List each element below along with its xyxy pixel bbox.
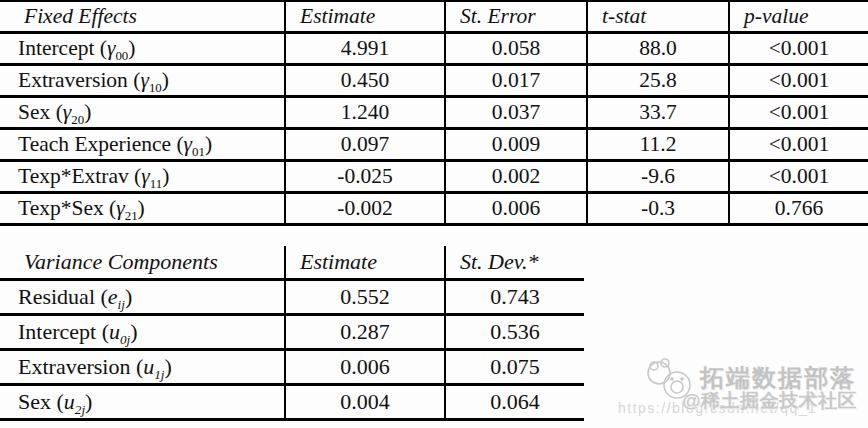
header-estimate-2: Estimate [285, 246, 445, 280]
header-t-stat: t-stat [587, 1, 729, 33]
header-fixed-effects: Fixed Effects [0, 1, 285, 33]
st-error-cell: 0.009 [445, 129, 587, 161]
t-stat-cell: 88.0 [587, 33, 729, 65]
row-label: Extraversion (γ10) [0, 65, 285, 97]
estimate-cell: -0.002 [285, 193, 445, 225]
p-value-cell: <0.001 [729, 65, 868, 97]
st-error-cell: 0.058 [445, 33, 587, 65]
estimate-cell: 1.240 [285, 97, 445, 129]
estimate-cell: -0.025 [285, 161, 445, 193]
st-dev-cell: 0.743 [445, 280, 584, 315]
table-row: Texp*Sex (γ21) -0.002 0.006 -0.3 0.766 [0, 193, 868, 225]
st-dev-cell: 0.075 [445, 350, 584, 385]
p-value-cell: <0.001 [729, 161, 868, 193]
t-stat-cell: 33.7 [587, 97, 729, 129]
gamma-symbol: γ [140, 68, 148, 92]
gamma-symbol: γ [141, 164, 149, 188]
row-label: Extraversion (u1j) [0, 350, 285, 385]
gamma-symbol: γ [116, 196, 124, 220]
t-stat-cell: -0.3 [587, 193, 729, 225]
table-row: Texp*Extrav (γ11) -0.025 0.002 -9.6 <0.0… [0, 161, 868, 193]
header-variance-components: Variance Components [0, 246, 285, 280]
row-label: Residual (eij) [0, 280, 285, 315]
estimate-cell: 4.991 [285, 33, 445, 65]
header-st-dev: St. Dev.* [445, 246, 584, 280]
fixed-effects-table: Fixed Effects Estimate St. Error t-stat … [0, 0, 868, 226]
table-row: Extraversion (γ10) 0.450 0.017 25.8 <0.0… [0, 65, 868, 97]
p-value-cell: 0.766 [729, 193, 868, 225]
table-row: Intercept (γ00) 4.991 0.058 88.0 <0.001 [0, 33, 868, 65]
table-row: Intercept (u0j) 0.287 0.536 [0, 315, 584, 350]
header-st-error: St. Error [445, 1, 587, 33]
fixed-effects-header-row: Fixed Effects Estimate St. Error t-stat … [0, 1, 868, 33]
header-p-value: p-value [729, 1, 868, 33]
st-error-cell: 0.037 [445, 97, 587, 129]
table-row: Residual (eij) 0.552 0.743 [0, 280, 584, 315]
row-label: Sex (u2j) [0, 385, 285, 420]
st-error-cell: 0.006 [445, 193, 587, 225]
row-label: Texp*Sex (γ21) [0, 193, 285, 225]
gamma-symbol: γ [63, 100, 71, 124]
estimate-cell: 0.097 [285, 129, 445, 161]
watermark: https://blog.csdn.net/qq_1 拓端数据部落 @稀土掘金技… [616, 350, 868, 428]
p-value-cell: <0.001 [729, 97, 868, 129]
variance-components-table: Variance Components Estimate St. Dev.* R… [0, 246, 584, 421]
watermark-community-text: @稀土掘金技术社区 [682, 388, 857, 414]
st-dev-cell: 0.064 [445, 385, 584, 420]
row-label: Intercept (u0j) [0, 315, 285, 350]
table-screenshot: Fixed Effects Estimate St. Error t-stat … [0, 0, 868, 428]
table-row: Teach Experience (γ01) 0.097 0.009 11.2 … [0, 129, 868, 161]
residual-symbol: e [108, 284, 118, 309]
gamma-symbol: γ [184, 132, 192, 156]
estimate-cell: 0.450 [285, 65, 445, 97]
row-label: Sex (γ20) [0, 97, 285, 129]
t-stat-cell: -9.6 [587, 161, 729, 193]
estimate-cell: 0.552 [285, 280, 445, 315]
header-estimate: Estimate [285, 1, 445, 33]
row-label: Intercept (γ00) [0, 33, 285, 65]
table-row: Sex (u2j) 0.004 0.064 [0, 385, 584, 420]
estimate-cell: 0.006 [285, 350, 445, 385]
table-row: Extraversion (u1j) 0.006 0.075 [0, 350, 584, 385]
st-dev-cell: 0.536 [445, 315, 584, 350]
p-value-cell: <0.001 [729, 129, 868, 161]
t-stat-cell: 11.2 [587, 129, 729, 161]
row-label: Texp*Extrav (γ11) [0, 161, 285, 193]
u-symbol: u [64, 389, 75, 414]
estimate-cell: 0.287 [285, 315, 445, 350]
variance-header-row: Variance Components Estimate St. Dev.* [0, 246, 584, 280]
row-label: Teach Experience (γ01) [0, 129, 285, 161]
p-value-cell: <0.001 [729, 33, 868, 65]
t-stat-cell: 25.8 [587, 65, 729, 97]
u-symbol: u [143, 354, 154, 379]
table-row: Sex (γ20) 1.240 0.037 33.7 <0.001 [0, 97, 868, 129]
st-error-cell: 0.002 [445, 161, 587, 193]
u-symbol: u [109, 319, 120, 344]
estimate-cell: 0.004 [285, 385, 445, 420]
st-error-cell: 0.017 [445, 65, 587, 97]
